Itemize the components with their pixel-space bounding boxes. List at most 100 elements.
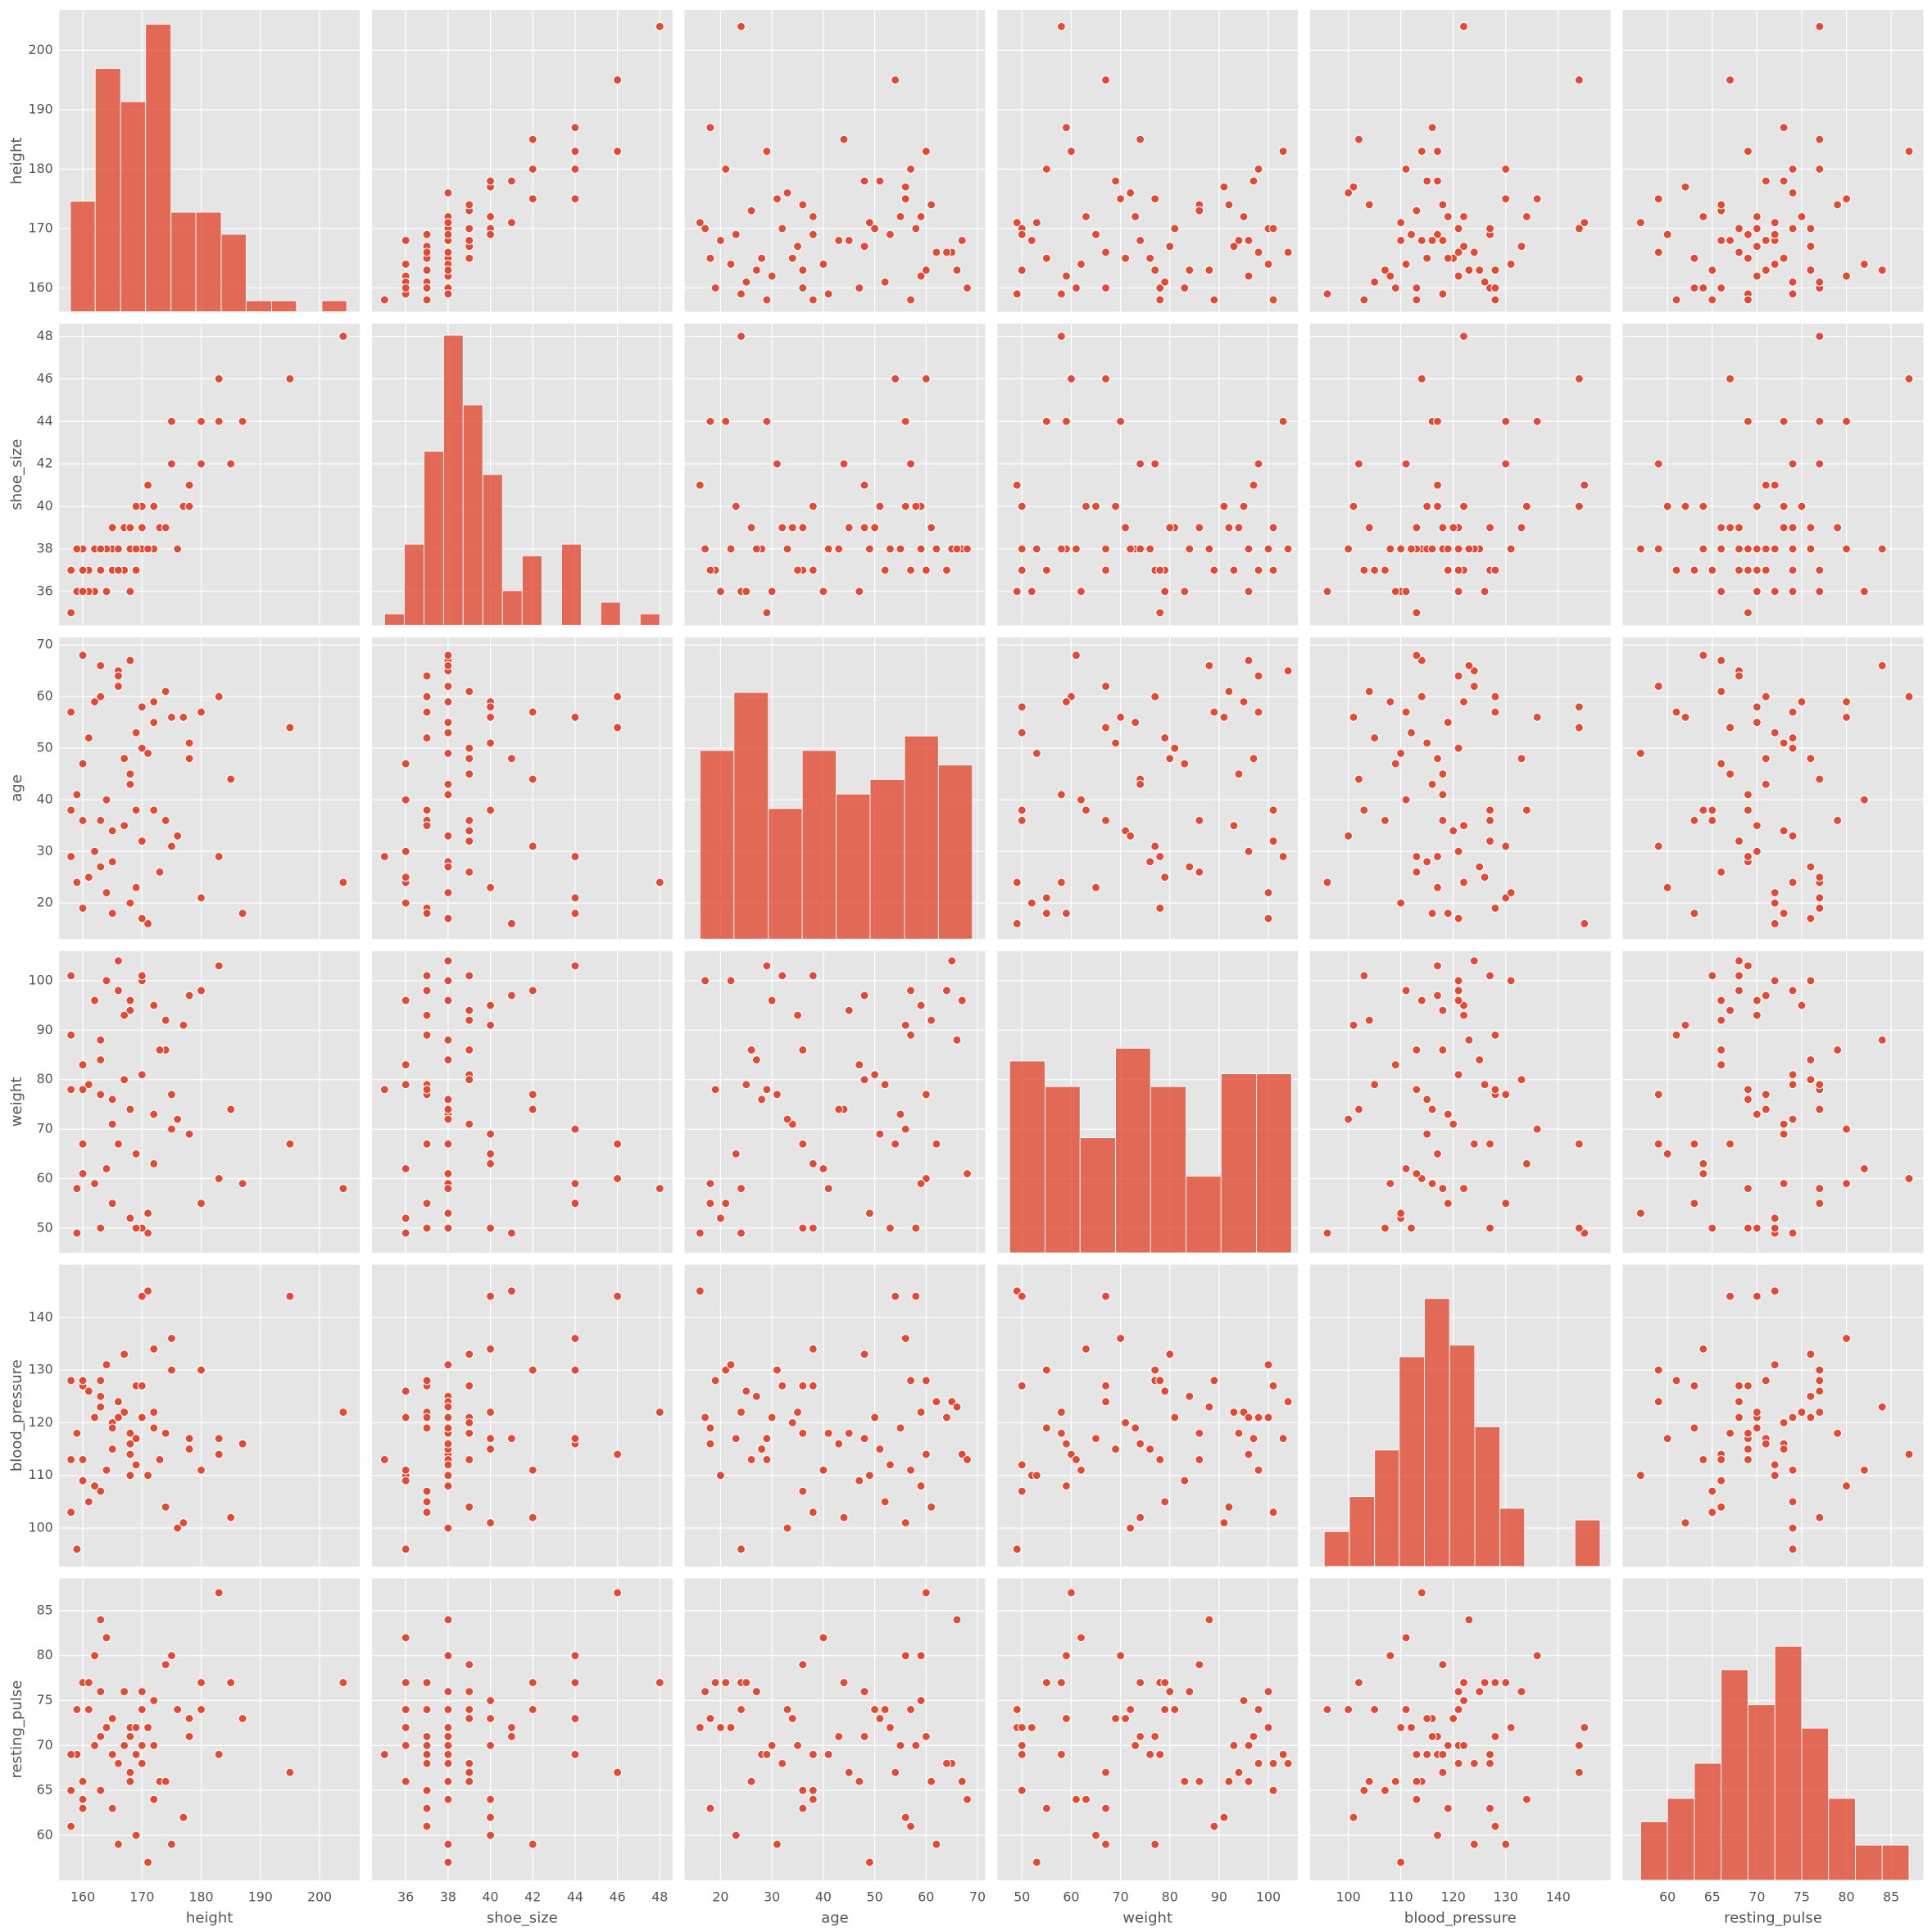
scatter-point: [1842, 1334, 1852, 1344]
scatter-point: [1761, 565, 1771, 575]
scatter-point: [1574, 1740, 1584, 1750]
scatter-point: [506, 1228, 516, 1238]
scatter-point: [859, 991, 869, 1000]
scatter-point: [1432, 1830, 1442, 1840]
scatter-point: [465, 1705, 474, 1714]
scatter-point: [1717, 1060, 1726, 1070]
scatter-point: [787, 523, 797, 533]
scatter-point: [66, 1376, 76, 1386]
hist-bar: [271, 300, 297, 312]
scatter-point: [1249, 176, 1259, 186]
scatter-point: [1017, 1749, 1027, 1759]
scatter-point: [102, 795, 111, 805]
scatter-point: [1412, 1168, 1422, 1178]
scatter-point: [1032, 218, 1041, 228]
scatter-point: [1788, 1465, 1798, 1475]
scatter-point: [793, 1010, 803, 1020]
scatter-point: [1322, 1705, 1332, 1714]
scatter-point: [401, 1213, 410, 1223]
scatter-point: [1517, 1687, 1526, 1697]
scatter-point: [1244, 271, 1254, 281]
scatter-point: [1770, 218, 1780, 228]
panel: [371, 637, 673, 940]
scatter-point: [1170, 224, 1180, 234]
scatter-point: [125, 1005, 135, 1015]
scatter-point: [143, 1471, 153, 1481]
scatter-point: [839, 134, 849, 144]
scatter-point: [338, 1678, 348, 1688]
scatter-point: [1268, 565, 1278, 575]
scatter-point: [1859, 259, 1869, 269]
scatter-point: [762, 1749, 772, 1759]
scatter-point: [1422, 857, 1432, 867]
scatter-point: [422, 1139, 432, 1149]
scatter-point: [443, 1839, 453, 1849]
scatter-point: [1788, 1523, 1798, 1533]
scatter-point: [1204, 544, 1214, 554]
scatter-point: [149, 697, 159, 706]
scatter-point: [422, 1010, 432, 1020]
scatter-point: [1401, 986, 1411, 995]
scatter-point: [952, 1402, 962, 1412]
scatter-point: [1027, 1722, 1036, 1732]
scatter-point: [1401, 587, 1411, 596]
scatter-point: [1788, 188, 1798, 197]
scatter-point: [1454, 247, 1463, 257]
scatter-point: [1234, 769, 1244, 779]
scatter-point: [1735, 224, 1744, 234]
scatter-point: [742, 587, 751, 596]
scatter-point: [1904, 1449, 1914, 1459]
hist-bar: [195, 211, 222, 312]
scatter-point: [1485, 1139, 1495, 1149]
hist-bar: [937, 764, 973, 940]
scatter-point: [443, 1731, 453, 1741]
panel: [684, 10, 986, 312]
scatter-point: [78, 903, 88, 913]
scatter-point: [1071, 283, 1081, 293]
scatter-point: [1160, 1678, 1170, 1688]
hist-bar: [1747, 1704, 1776, 1881]
scatter-point: [143, 748, 153, 758]
scatter-point: [1244, 544, 1254, 554]
scatter-point: [613, 75, 623, 85]
scatter-point: [1743, 1381, 1753, 1390]
scatter-point: [778, 523, 787, 533]
scatter-point: [1443, 565, 1453, 575]
scatter-point: [1195, 1776, 1204, 1786]
scatter-point: [1671, 1376, 1681, 1386]
scatter-point: [422, 1803, 432, 1813]
scatter-point: [1101, 1381, 1111, 1390]
x-tick-label: 36: [397, 1889, 414, 1904]
scatter-point: [1322, 587, 1332, 596]
scatter-point: [896, 211, 905, 221]
scatter-point: [1770, 898, 1780, 908]
y-axis-label: blood_pressure: [8, 1359, 25, 1472]
scatter-point: [528, 1365, 537, 1375]
scatter-point: [1788, 831, 1798, 841]
hist-bar: [699, 750, 735, 940]
scatter-point: [1662, 1149, 1672, 1159]
hist-bar: [1256, 1073, 1292, 1254]
scatter-point: [120, 1408, 129, 1417]
scatter-point: [1249, 1731, 1259, 1741]
scatter-point: [1454, 743, 1463, 753]
scatter-point: [422, 1199, 432, 1209]
scatter-point: [726, 1360, 736, 1370]
scatter-point: [570, 1199, 580, 1209]
scatter-point: [1254, 164, 1263, 174]
scatter-point: [1815, 459, 1825, 469]
y-tick-label: 46: [37, 370, 53, 386]
scatter-point: [113, 682, 123, 692]
scatter-point: [166, 1365, 176, 1375]
scatter-point: [1396, 1722, 1406, 1732]
scatter-point: [1708, 1486, 1717, 1496]
scatter-point: [184, 1731, 194, 1741]
scatter-point: [149, 1423, 159, 1433]
scatter-point: [1717, 759, 1726, 769]
scatter-point: [701, 976, 710, 986]
scatter-point: [1443, 909, 1453, 918]
scatter-point: [78, 587, 88, 596]
scatter-point: [896, 1109, 905, 1119]
scatter-point: [941, 986, 951, 995]
scatter-point: [859, 1731, 869, 1741]
